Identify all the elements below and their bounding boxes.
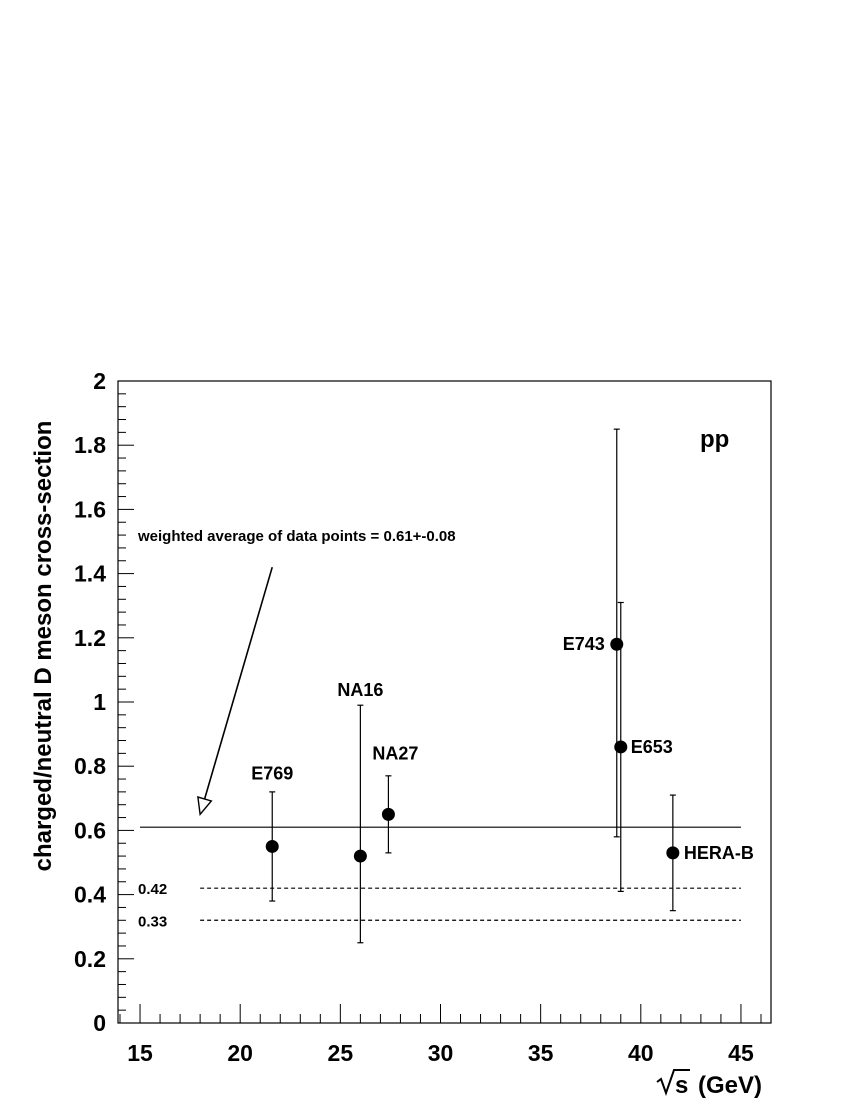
plot-border — [117, 380, 772, 1024]
data-point-label: E769 — [251, 763, 293, 783]
data-point — [381, 807, 395, 821]
y-tick-label: 0.4 — [74, 882, 106, 908]
axis-ticks: 0 0.2 0.4 0.6 0.8 1 1.2 1.4 1.6 1.8 2 15 20 25 30 35 40 4… — [74, 368, 762, 1066]
x-tick-label: 20 — [227, 1040, 253, 1066]
data-point — [614, 740, 628, 754]
data-point — [666, 846, 680, 860]
plot-frame — [117, 380, 772, 1024]
annotation-arrow — [197, 566, 274, 817]
y-tick-label: 0.8 — [74, 753, 106, 779]
data-point-group: E743 — [563, 428, 624, 838]
y-axis-title: charged/neutral D meson cross-section — [30, 421, 57, 872]
x-tick-label: 25 — [328, 1040, 354, 1066]
reference-line-label: 0.42 — [138, 881, 167, 898]
data-point-label: NA16 — [337, 680, 383, 700]
y-tick-label: 1.6 — [74, 496, 106, 522]
annotation-text: weighted average of data points = 0.61+-… — [137, 528, 456, 545]
data-point-group: E769 — [251, 763, 293, 902]
data-point — [265, 839, 279, 853]
x-axis-title: s (GeV) — [656, 1069, 762, 1099]
y-tick-label: 1 — [93, 689, 106, 715]
x-tick-label: 40 — [628, 1040, 654, 1066]
data-point-label: E743 — [563, 634, 605, 654]
data-point-label: NA27 — [372, 743, 418, 763]
x-tick-label: 45 — [728, 1040, 754, 1066]
panel-label: pp — [700, 426, 729, 453]
y-tick-label: 0 — [93, 1010, 106, 1036]
sqrt-symbol — [656, 1069, 690, 1097]
arrow-shaft — [203, 566, 274, 800]
y-tick-label: 1.2 — [74, 625, 106, 651]
x-tick-label: 30 — [428, 1040, 454, 1066]
x-axis-title-s: s — [675, 1072, 688, 1099]
data-point-group: NA27 — [372, 743, 418, 854]
reference-lines: 0.42 0.33 — [138, 826, 741, 930]
x-tick-label: 35 — [528, 1040, 554, 1066]
data-point-group: NA16 — [337, 680, 383, 944]
x-tick-label: 15 — [127, 1040, 153, 1066]
data-point — [353, 849, 367, 863]
y-tick-label: 0.2 — [74, 946, 106, 972]
x-axis-title-unit: (GeV) — [698, 1072, 762, 1099]
y-tick-label: 1.4 — [74, 561, 106, 587]
data-point-label: HERA-B — [684, 843, 754, 863]
reference-line-label: 0.33 — [138, 913, 167, 930]
y-tick-label: 0.6 — [74, 817, 106, 843]
data-point-group: HERA-B — [666, 794, 754, 912]
data-point-label: E653 — [631, 737, 673, 757]
y-tick-label: 2 — [93, 368, 106, 394]
data-points: E769 NA16 NA27 E743 E653 HERA-B — [251, 428, 754, 944]
data-point — [610, 637, 624, 651]
data-point-group: E653 — [614, 601, 673, 892]
arrow-head — [197, 796, 213, 817]
y-tick-label: 1.8 — [74, 432, 106, 458]
